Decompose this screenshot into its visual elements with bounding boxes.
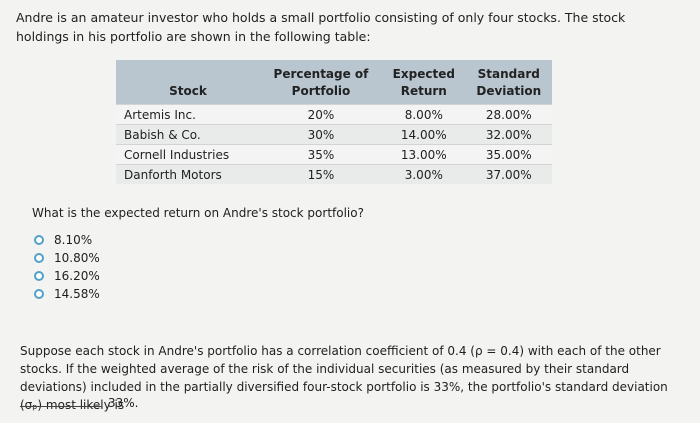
radio-button[interactable] xyxy=(34,289,44,299)
option-label: 14.58% xyxy=(54,287,100,301)
intro-text: Andre is an amateur investor who holds a… xyxy=(16,10,626,44)
cell-percentage: 35% xyxy=(259,144,383,165)
option-2[interactable]: 10.80% xyxy=(34,249,100,267)
option-4[interactable]: 14.58% xyxy=(34,285,100,303)
cell-stock: Danforth Motors xyxy=(116,164,260,184)
cell-return: 14.00% xyxy=(382,124,466,145)
option-label: 10.80% xyxy=(54,251,100,265)
cell-stock: Artemis Inc. xyxy=(116,104,260,125)
cell-percentage: 20% xyxy=(259,104,383,125)
cell-std-dev: 37.00% xyxy=(465,164,552,184)
cell-return: 3.00% xyxy=(382,164,466,184)
header-percentage: Percentage of Portfolio xyxy=(259,60,383,105)
fill-in-answer: 33%. xyxy=(20,396,139,410)
radio-button[interactable] xyxy=(34,235,44,245)
answer-blank[interactable] xyxy=(20,406,102,407)
cell-stock: Babish & Co. xyxy=(116,124,260,145)
cell-percentage: 15% xyxy=(259,164,383,184)
header-standard-deviation: Standard Deviation xyxy=(465,60,552,105)
radio-button[interactable] xyxy=(34,253,44,263)
header-stock: Stock xyxy=(116,60,260,105)
table-row: Babish & Co. 30% 14.00% 32.00% xyxy=(116,124,552,145)
cell-std-dev: 35.00% xyxy=(465,144,552,165)
option-1[interactable]: 8.10% xyxy=(34,231,100,249)
cell-std-dev: 32.00% xyxy=(465,124,552,145)
answer-suffix: 33%. xyxy=(108,396,139,410)
table-row: Danforth Motors 15% 3.00% 37.00% xyxy=(116,164,552,184)
option-label: 8.10% xyxy=(54,233,93,247)
correlation-paragraph: Suppose each stock in Andre's portfolio … xyxy=(20,344,668,412)
option-label: 16.20% xyxy=(54,269,100,283)
cell-stock: Cornell Industries xyxy=(116,144,260,165)
answer-options: 8.10% 10.80% 16.20% 14.58% xyxy=(34,231,100,303)
cell-return: 13.00% xyxy=(382,144,466,165)
option-3[interactable]: 16.20% xyxy=(34,267,100,285)
question-text: What is the expected return on Andre's s… xyxy=(32,206,364,220)
table-row: Artemis Inc. 20% 8.00% 28.00% xyxy=(116,104,552,125)
stock-table: Stock Percentage of Portfolio Expected R… xyxy=(116,60,552,184)
cell-std-dev: 28.00% xyxy=(465,104,552,125)
table-row: Cornell Industries 35% 13.00% 35.00% xyxy=(116,144,552,165)
cell-percentage: 30% xyxy=(259,124,383,145)
header-expected-return: Expected Return xyxy=(382,60,466,105)
radio-button[interactable] xyxy=(34,271,44,281)
cell-return: 8.00% xyxy=(382,104,466,125)
